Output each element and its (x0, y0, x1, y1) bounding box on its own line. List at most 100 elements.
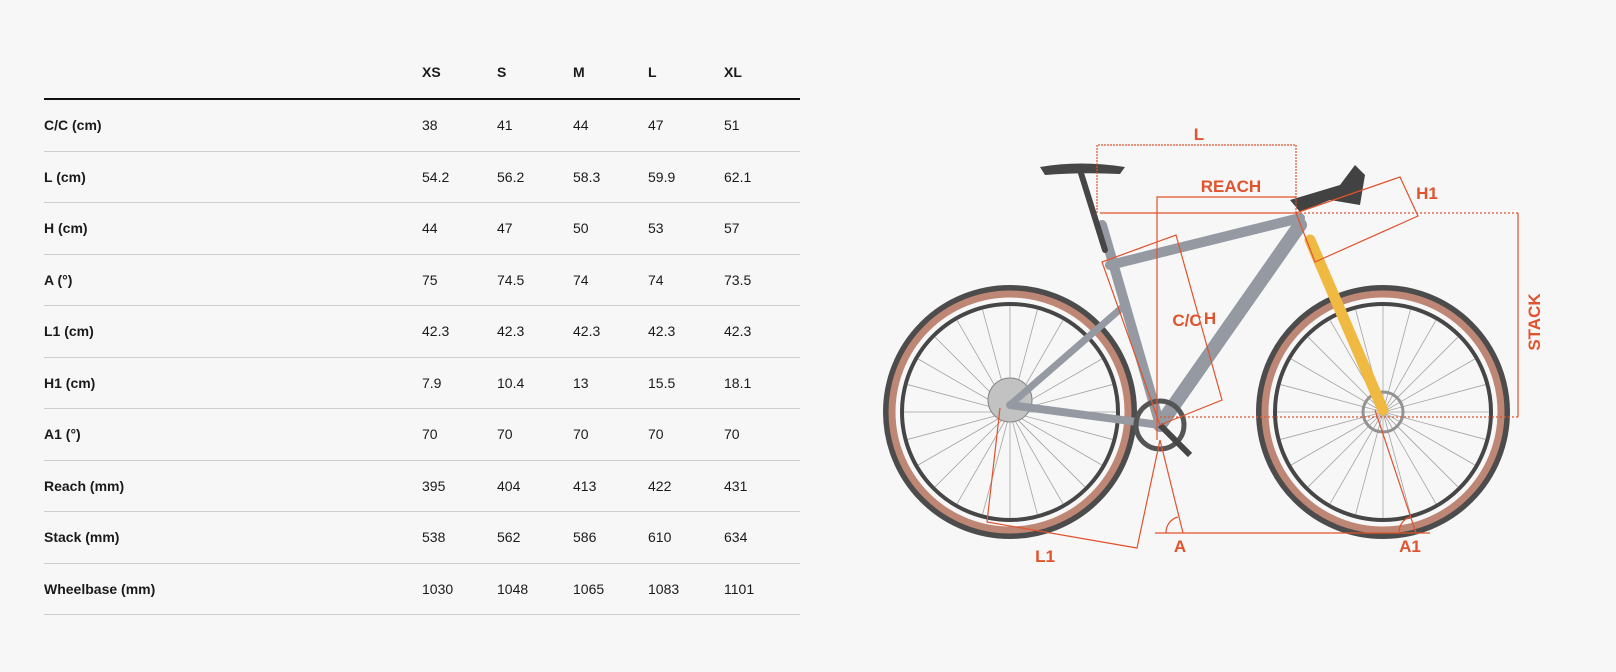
label-h1: H1 (1416, 184, 1438, 203)
dimension-labels: L REACH H1 C/C H STACK L1 A A1 (1035, 125, 1544, 566)
row-value: 1065 (573, 580, 605, 597)
row-value: 73.5 (724, 271, 752, 288)
fork (1304, 234, 1389, 416)
spoke (1329, 411, 1384, 504)
row-value: 70 (497, 426, 513, 442)
bike-illustration (883, 163, 1510, 539)
spoke (1291, 358, 1384, 413)
row-value: 74.5 (497, 271, 525, 288)
label-a: A (1174, 537, 1186, 556)
row-value: 38 (422, 117, 438, 133)
spoke (1009, 411, 1086, 488)
row-value: 44 (573, 117, 589, 133)
spoke (1382, 320, 1437, 413)
table-row: L1 (cm) 42.3 42.3 42.3 42.3 42.3 (44, 306, 800, 358)
row-value: 634 (724, 529, 748, 545)
label-a1: A1 (1399, 537, 1421, 556)
row-label: A (°) (44, 271, 73, 288)
row-value: 42.3 (422, 323, 450, 339)
row-value: 75 (422, 271, 438, 288)
spoke (1382, 411, 1475, 466)
spoke (1009, 411, 1038, 515)
row-label: Reach (mm) (44, 477, 125, 494)
row-value: 50 (573, 220, 589, 236)
row-value: 562 (497, 529, 521, 545)
table-row: Stack (mm) 538 562 586 610 634 (44, 512, 800, 564)
row-label: L1 (cm) (44, 323, 94, 339)
row-value: 62.1 (724, 168, 752, 185)
table-row: C/C (cm) 38 41 44 47 51 (44, 100, 800, 152)
spoke (1382, 411, 1459, 488)
row-value: 47 (648, 117, 664, 133)
label-l: L (1194, 125, 1204, 144)
row-value: 70 (648, 426, 664, 442)
header-xl: XL (724, 64, 742, 80)
spoke (956, 411, 1011, 504)
row-value: 15.5 (648, 374, 676, 391)
handlebar (1290, 165, 1365, 212)
row-value: 1083 (648, 580, 680, 597)
table-row: H (cm) 44 47 50 53 57 (44, 203, 800, 255)
table-row: Reach (mm) 395 404 413 422 431 (44, 461, 800, 512)
row-value: 51 (724, 117, 740, 133)
header-m: M (573, 64, 585, 80)
spoke (1382, 358, 1475, 413)
label-h: H (1204, 309, 1216, 328)
row-value: 431 (724, 477, 748, 494)
spoke (1009, 411, 1113, 440)
row-value: 74 (573, 271, 589, 288)
spoke (918, 411, 1011, 466)
spoke (1382, 384, 1486, 413)
label-cc: C/C (1172, 311, 1201, 330)
table-row: Wheelbase (mm) 1030 1048 1065 1083 1101 (44, 564, 800, 615)
row-value: 395 (422, 477, 446, 494)
spoke (1382, 411, 1411, 515)
row-label: Wheelbase (mm) (44, 580, 156, 597)
row-value: 586 (573, 529, 597, 545)
row-value: 413 (573, 477, 597, 494)
table-row: A (°) 75 74.5 74 74 73.5 (44, 255, 800, 306)
row-value: 44 (422, 220, 438, 236)
spoke (907, 411, 1011, 440)
row-value: 47 (497, 220, 513, 236)
row-value: 610 (648, 529, 672, 545)
row-value: 42.3 (573, 323, 601, 339)
row-value: 54.2 (422, 168, 450, 185)
spoke (1307, 411, 1384, 488)
row-value: 7.9 (422, 374, 442, 391)
spoke (1009, 411, 1102, 466)
spoke (1009, 411, 1064, 504)
row-value: 1030 (422, 580, 454, 597)
row-value: 1101 (724, 580, 755, 597)
row-value: 13 (573, 374, 589, 391)
row-label: H1 (cm) (44, 374, 96, 391)
row-value: 70 (422, 426, 438, 442)
saddle (1040, 163, 1125, 175)
row-value: 42.3 (648, 323, 676, 339)
table-row: H1 (cm) 7.9 10.4 13 15.5 18.1 (44, 358, 800, 409)
row-value: 18.1 (724, 374, 752, 391)
geometry-table: XS S M L XL C/C (cm) 38 41 44 47 51 L (cm) 54.2… (44, 46, 800, 615)
row-label: L (cm) (44, 168, 86, 185)
spoke (1307, 336, 1384, 413)
row-value: 70 (724, 426, 740, 442)
row-value: 70 (573, 426, 589, 442)
row-label: C/C (cm) (44, 117, 102, 133)
rear-wheel (883, 285, 1137, 539)
spoke (1291, 411, 1384, 466)
header-xs: XS (422, 64, 441, 80)
crankset (1133, 398, 1187, 452)
row-value: 538 (422, 529, 446, 545)
spoke (934, 411, 1011, 488)
row-value: 53 (648, 220, 664, 236)
header-l: L (648, 64, 657, 80)
row-value: 56.2 (497, 168, 525, 185)
row-value: 42.3 (724, 323, 752, 339)
row-value: 10.4 (497, 374, 525, 391)
table-row: L (cm) 54.2 56.2 58.3 59.9 62.1 (44, 152, 800, 203)
row-label: H (cm) (44, 220, 88, 236)
label-stack: STACK (1525, 293, 1544, 351)
header-s: S (497, 64, 507, 80)
spoke (982, 411, 1011, 515)
